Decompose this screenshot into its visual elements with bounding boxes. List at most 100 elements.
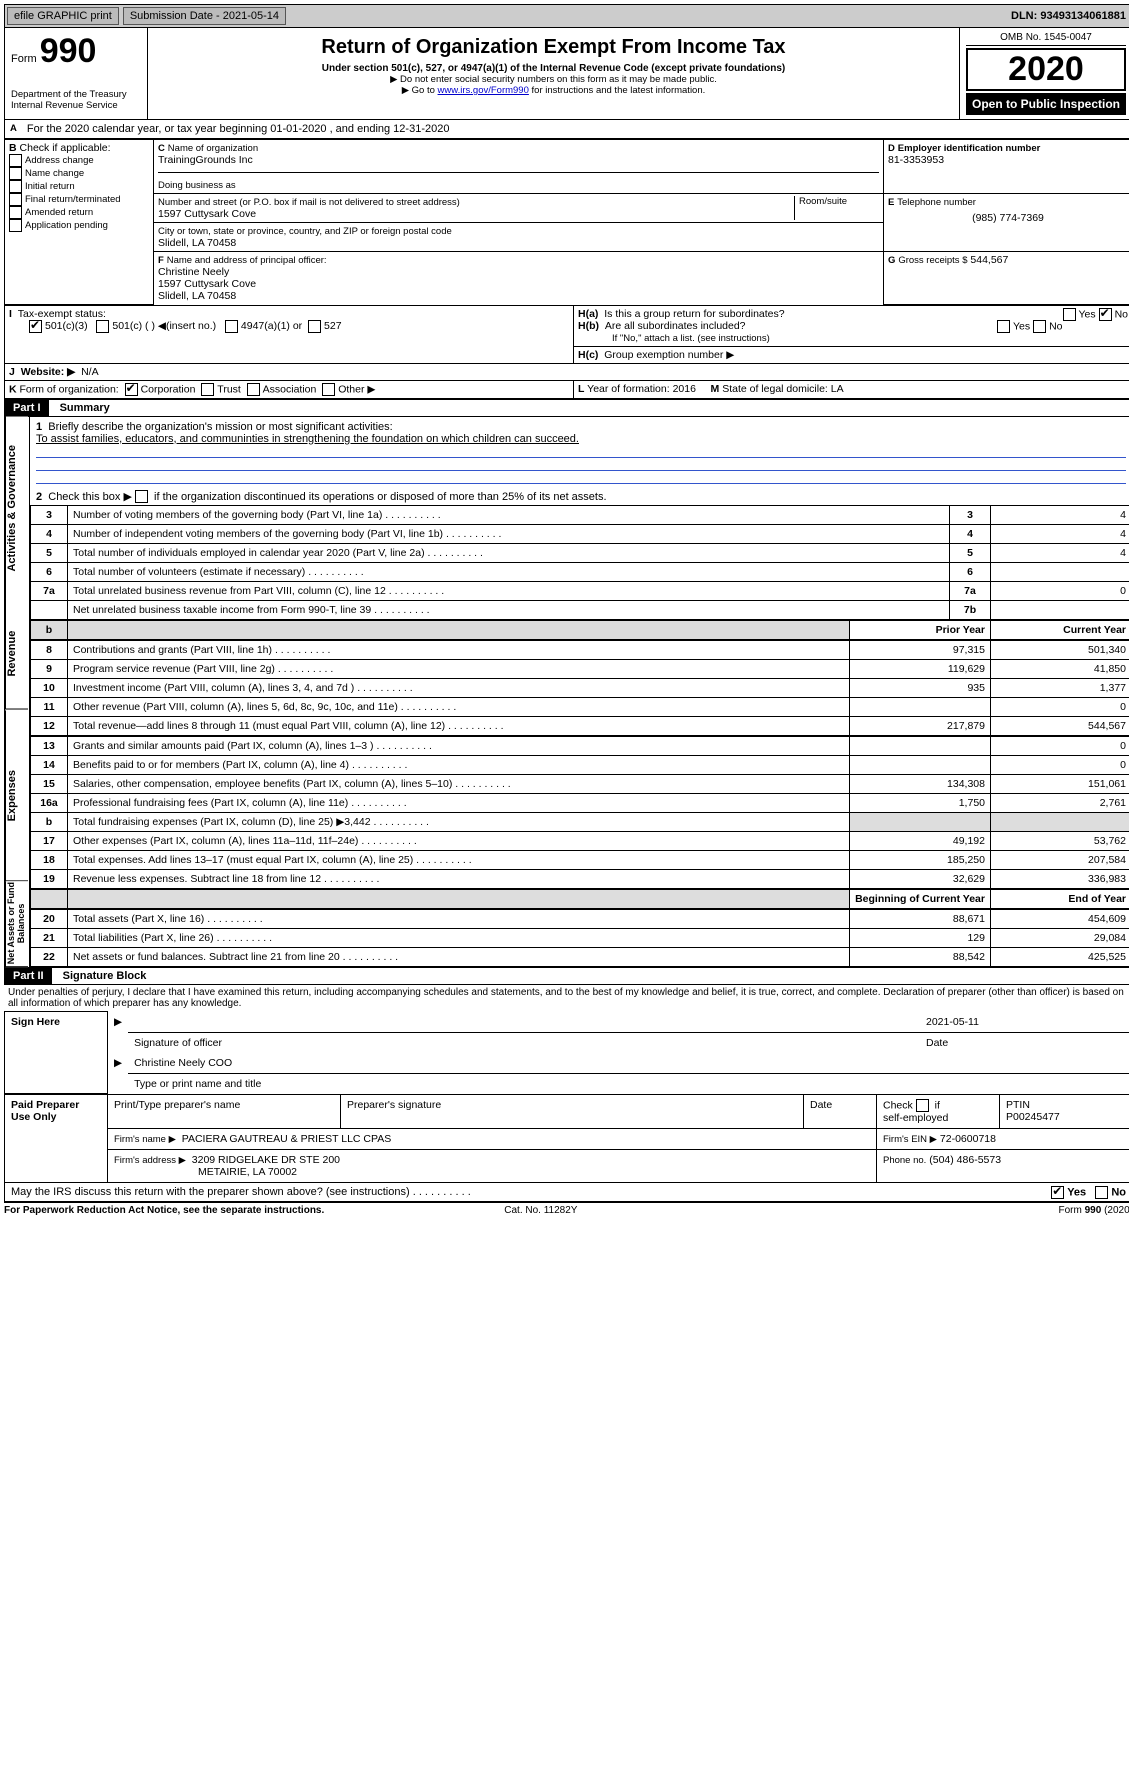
tax-year: 2020 (966, 48, 1126, 91)
b-item-checkbox[interactable] (9, 193, 22, 206)
b-item-checkbox[interactable] (9, 180, 22, 193)
perjury-text: Under penalties of perjury, I declare th… (4, 985, 1129, 1011)
form-header: Form 990 Department of the Treasury Inte… (4, 28, 1129, 120)
ha-no-checkbox[interactable] (1099, 308, 1112, 321)
ptin-value: P00245477 (1006, 1111, 1060, 1123)
submission-date-button[interactable]: Submission Date - 2021-05-14 (123, 7, 286, 25)
hc-label: Group exemption number ▶ (604, 349, 734, 361)
l2-checkbox[interactable] (135, 490, 148, 503)
officer-addr1: 1597 Cuttysark Cove (158, 278, 256, 290)
501c-label: 501(c) ( ) ◀(insert no.) (112, 320, 216, 332)
sig-officer-label: Signature of officer (128, 1032, 920, 1053)
begin-year-hdr: Beginning of Current Year (850, 890, 991, 909)
e-label: Telephone number (897, 197, 976, 208)
vtab-revenue: Revenue (5, 599, 28, 710)
trust-checkbox[interactable] (201, 383, 214, 396)
hb-label: Are all subordinates included? (605, 320, 746, 332)
part1-hdr: Part I (5, 400, 49, 416)
hb-no-checkbox[interactable] (1033, 320, 1046, 333)
l2-label: Check this box ▶ (48, 491, 132, 503)
subtitle-3-post: for instructions and the latest informat… (532, 85, 706, 96)
b-item-label: Initial return (25, 181, 75, 192)
k-label: Form of organization: (20, 383, 119, 395)
city-label: City or town, state or province, country… (158, 226, 452, 237)
form-title: Return of Organization Exempt From Incom… (154, 36, 953, 59)
footer-right: Form 990 (2020) (1059, 1205, 1129, 1216)
b-item-checkbox[interactable] (9, 219, 22, 232)
b-item-checkbox[interactable] (9, 154, 22, 167)
part1-header: Part I Summary (4, 399, 1129, 417)
na-header-row: Beginning of Current Year End of Year (30, 889, 1129, 909)
ha-yes-checkbox[interactable] (1063, 308, 1076, 321)
netassets-table: 20Total assets (Part X, line 16)88,67145… (30, 909, 1129, 967)
self-employed-checkbox[interactable] (916, 1099, 929, 1112)
firm-name: PACIERA GAUTREAU & PRIEST LLC CPAS (182, 1133, 391, 1145)
527-checkbox[interactable] (308, 320, 321, 333)
tax-year-line: For the 2020 calendar year, or tax year … (22, 120, 455, 138)
corp-checkbox[interactable] (125, 383, 138, 396)
ptin-label: PTIN (1006, 1099, 1030, 1111)
phone-value: (985) 774-7369 (888, 212, 1128, 224)
governance-table: 3Number of voting members of the governi… (30, 505, 1129, 620)
b-item-label: Amended return (25, 207, 93, 218)
footer-mid: Cat. No. 11282Y (504, 1205, 577, 1216)
sig-date: 2021-05-11 (920, 1012, 1129, 1033)
vtab-expenses: Expenses (5, 710, 28, 881)
dept-label: Department of the Treasury Internal Reve… (11, 89, 141, 111)
501c3-label: 501(c)(3) (45, 320, 88, 332)
website-value: N/A (81, 366, 99, 378)
prep-name-label: Print/Type preparer's name (108, 1095, 341, 1129)
f-label: Name and address of principal officer: (167, 255, 327, 266)
g-label: Gross receipts $ (898, 255, 967, 266)
street-address: 1597 Cuttysark Cove (158, 208, 256, 220)
assoc-checkbox[interactable] (247, 383, 260, 396)
4947-checkbox[interactable] (225, 320, 238, 333)
efile-print-button[interactable]: efile GRAPHIC print (7, 7, 119, 25)
instructions-link[interactable]: www.irs.gov/Form990 (438, 85, 529, 96)
form-label: Form (11, 53, 37, 65)
mission-text: To assist families, educators, and commu… (36, 433, 579, 445)
b-item-label: Name change (25, 168, 84, 179)
firm-name-label: Firm's name ▶ (114, 1134, 176, 1145)
form-number: 990 (40, 32, 97, 70)
footer-left: For Paperwork Reduction Act Notice, see … (4, 1205, 324, 1216)
b-item-checkbox[interactable] (9, 206, 22, 219)
prep-date-label: Date (804, 1095, 877, 1129)
vtab-netassets: Net Assets or Fund Balances (5, 881, 28, 967)
page-footer: For Paperwork Reduction Act Notice, see … (4, 1202, 1129, 1216)
room-label: Room/suite (794, 196, 879, 220)
b-item-label: Address change (25, 155, 94, 166)
501c-checkbox[interactable] (96, 320, 109, 333)
year-header-row: b Prior Year Current Year (30, 620, 1129, 640)
4947-label: 4947(a)(1) or (241, 320, 302, 332)
part2-title: Signature Block (55, 970, 147, 982)
527-label: 527 (324, 320, 342, 332)
signature-block: Sign Here ▶ 2021-05-11 Signature of offi… (4, 1011, 1129, 1094)
subtitle-2: ▶ Do not enter social security numbers o… (154, 74, 953, 85)
end-year-hdr: End of Year (991, 890, 1129, 909)
discuss-no-checkbox[interactable] (1095, 1186, 1108, 1199)
gross-receipts: 544,567 (970, 254, 1008, 266)
501c3-checkbox[interactable] (29, 320, 42, 333)
l1-label: Briefly describe the organization's miss… (48, 421, 392, 433)
paid-preparer-block: Paid Preparer Use Only Print/Type prepar… (4, 1094, 1129, 1183)
b-item-checkbox[interactable] (9, 167, 22, 180)
part2-hdr: Part II (5, 968, 52, 984)
subtitle-1: Under section 501(c), 527, or 4947(a)(1)… (154, 63, 953, 74)
b-item-label: Application pending (25, 220, 108, 231)
h-i-j-grid: I Tax-exempt status: 501(c)(3) 501(c) ( … (4, 305, 1129, 399)
expenses-table: 13Grants and similar amounts paid (Part … (30, 736, 1129, 889)
revenue-table: 8Contributions and grants (Part VIII, li… (30, 640, 1129, 736)
ein-value: 81-3353953 (888, 154, 944, 166)
line-a-row: A For the 2020 calendar year, or tax yea… (4, 120, 1129, 139)
discuss-yes-checkbox[interactable] (1051, 1186, 1064, 1199)
firm-ein: 72-0600718 (940, 1133, 996, 1145)
hb-yes-checkbox[interactable] (997, 320, 1010, 333)
omb-number: OMB No. 1545-0047 (966, 32, 1126, 46)
subtitle-3-pre: ▶ Go to (402, 85, 438, 96)
ha-label: Is this a group return for subordinates? (604, 308, 784, 320)
addr-label: Number and street (or P.O. box if mail i… (158, 197, 460, 208)
part1-body: Activities & Governance Revenue Expenses… (4, 417, 1129, 969)
b-item-label: Final return/terminated (25, 194, 121, 205)
other-checkbox[interactable] (322, 383, 335, 396)
